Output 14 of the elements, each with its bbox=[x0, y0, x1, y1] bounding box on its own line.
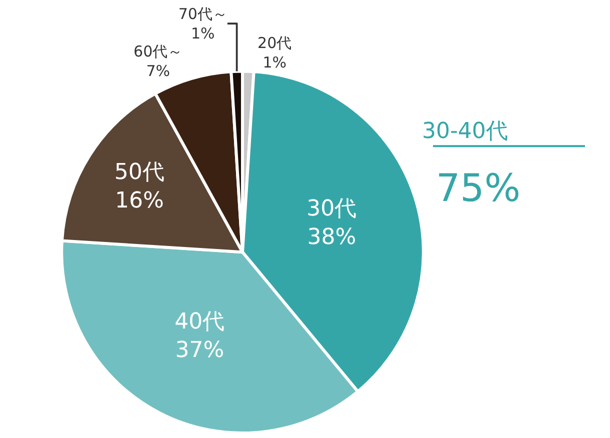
data-label: 38% bbox=[307, 224, 356, 250]
data-label: 37% bbox=[175, 338, 224, 363]
slice-label: 30代 bbox=[306, 196, 357, 222]
data-label: 1% bbox=[190, 24, 215, 42]
slice-label: 40代 bbox=[174, 309, 225, 334]
data-label: 16% bbox=[114, 188, 164, 214]
slice-label: 70代～ bbox=[178, 4, 228, 23]
slice-label: 60代～ bbox=[134, 42, 183, 60]
data-label: 7% bbox=[146, 62, 170, 80]
data-label: 1% bbox=[262, 53, 287, 72]
text: 75% bbox=[436, 166, 520, 210]
text: 30-40代 bbox=[422, 119, 508, 144]
slice-label: 20代 bbox=[258, 34, 292, 52]
slice-label: 50代 bbox=[114, 160, 164, 185]
